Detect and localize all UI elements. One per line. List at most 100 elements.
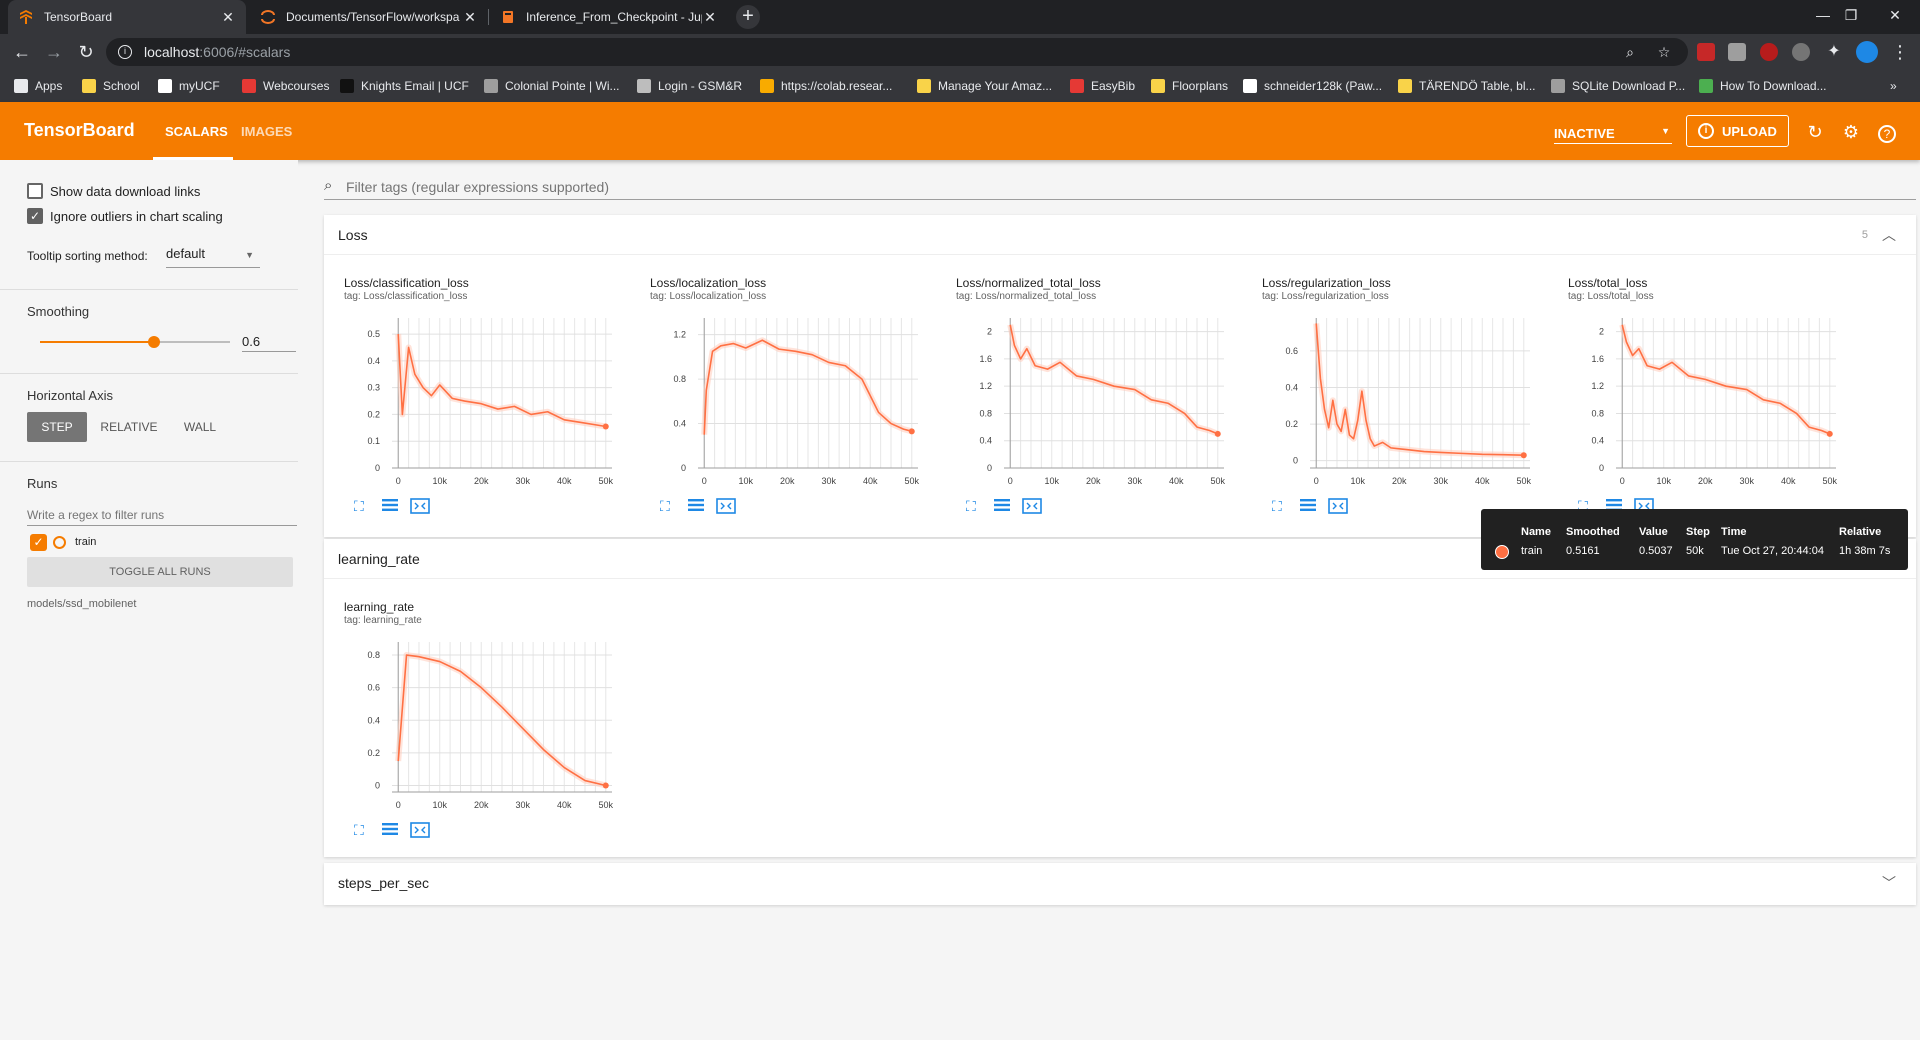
section-loss-header[interactable]: Loss 5 ︿: [324, 215, 1916, 255]
tooltip-run-name: train: [1521, 545, 1543, 557]
ublock-icon[interactable]: [1760, 43, 1778, 61]
puzzle-extensions-icon[interactable]: ✦: [1827, 43, 1841, 60]
bookmark-item[interactable]: myUCF: [158, 70, 220, 102]
help-icon[interactable]: ?: [1877, 122, 1897, 143]
expand-chart-icon[interactable]: ⛶: [1272, 498, 1282, 514]
x-tick-label: 40k: [1475, 476, 1490, 486]
smoothing-value-input[interactable]: 0.6: [242, 330, 296, 352]
axis-step-button[interactable]: STEP: [27, 412, 87, 442]
scalar-chart[interactable]: Loss/localization_loss tag: Loss/localiza…: [632, 276, 932, 536]
browser-tab-jupyter-files[interactable]: Documents/TensorFlow/workspa ✕: [250, 0, 488, 34]
settings-gear-icon[interactable]: ⚙: [1842, 122, 1860, 142]
section-learning-rate-header[interactable]: learning_rate: [324, 539, 1916, 579]
extension-icon[interactable]: [1697, 43, 1715, 61]
tab-scalars[interactable]: SCALARS: [165, 124, 228, 139]
bookmark-star-icon[interactable]: ☆: [1657, 44, 1671, 60]
close-tab-icon[interactable]: ✕: [464, 8, 476, 25]
bookmark-item[interactable]: Apps: [14, 70, 62, 102]
expand-chart-icon[interactable]: ⛶: [1578, 498, 1588, 514]
chart-tag: tag: Loss/total_loss: [1568, 291, 1654, 302]
more-bookmarks-icon[interactable]: »: [1890, 79, 1897, 93]
x-tick-label: 50k: [905, 476, 920, 486]
chevron-down-icon[interactable]: ﹀: [1882, 875, 1896, 891]
ignore-outliers-checkbox[interactable]: ✓: [27, 208, 43, 224]
site-info-icon[interactable]: i: [118, 45, 132, 59]
scalar-chart[interactable]: Loss/total_loss tag: Loss/total_loss 0 0.4 0…: [1550, 276, 1850, 536]
extension-icon[interactable]: [1792, 43, 1810, 61]
bookmark-item[interactable]: Webcourses: [242, 70, 329, 102]
axis-relative-button[interactable]: RELATIVE: [100, 420, 158, 434]
back-arrow-icon[interactable]: ←: [13, 42, 31, 62]
section-steps-per-sec-header[interactable]: steps_per_sec ﹀: [324, 863, 1916, 903]
x-tick-label: 10k: [1656, 476, 1671, 486]
run-color-swatch[interactable]: [53, 536, 66, 549]
bookmark-item[interactable]: Floorplans: [1151, 70, 1228, 102]
bookmark-item[interactable]: How To Download...: [1699, 70, 1827, 102]
bookmark-item[interactable]: Knights Email | UCF: [340, 70, 469, 102]
series-smoothed-line: [397, 334, 606, 428]
browser-tab-tensorboard[interactable]: TensorBoard ✕: [8, 0, 246, 34]
toggle-log-scale-icon[interactable]: [994, 498, 1012, 514]
chrome-menu-icon[interactable]: ⋮: [1891, 42, 1909, 62]
bookmark-item[interactable]: TÄRENDÖ Table, bl...: [1398, 70, 1535, 102]
browser-tab-jupyter-notebook[interactable]: Inference_From_Checkpoint - Jup ✕: [490, 0, 728, 34]
chart-plot: 0 0.2 0.4 0.6 0.8 0 10k 20k 30k 40k 50k: [367, 642, 614, 810]
reload-icon[interactable]: ↻: [78, 42, 94, 62]
show-download-links-checkbox[interactable]: [27, 183, 43, 199]
runs-filter-input[interactable]: Write a regex to filter runs: [27, 504, 297, 526]
close-window-icon[interactable]: ✕: [1889, 7, 1901, 23]
expand-chart-icon[interactable]: ⛶: [354, 822, 364, 838]
close-tab-icon[interactable]: ✕: [704, 8, 716, 25]
scalar-chart[interactable]: Loss/regularization_loss tag: Loss/regula…: [1244, 276, 1544, 536]
chevron-up-icon[interactable]: ︿: [1882, 227, 1896, 243]
zoom-icon[interactable]: ⌕: [1626, 44, 1634, 60]
address-bar[interactable]: i localhost:6006/#scalars ⌕ ☆: [106, 38, 1688, 66]
axis-wall-button[interactable]: WALL: [183, 420, 217, 434]
toggle-all-runs-button[interactable]: TOGGLE ALL RUNS: [27, 557, 293, 587]
refresh-icon[interactable]: ↻: [1807, 122, 1823, 142]
profile-avatar[interactable]: [1856, 41, 1878, 63]
new-tab-button[interactable]: +: [736, 5, 760, 29]
run-train-checkbox[interactable]: ✓: [30, 534, 47, 551]
upload-button-label: UPLOAD: [1722, 123, 1777, 139]
fit-domain-icon[interactable]: [410, 498, 430, 514]
fit-domain-icon[interactable]: [1328, 498, 1348, 514]
expand-chart-icon[interactable]: ⛶: [966, 498, 976, 514]
bookmark-item[interactable]: Login - GSM&R: [637, 70, 742, 102]
bookmark-item[interactable]: schneider128k (Paw...: [1243, 70, 1382, 102]
scalar-chart[interactable]: Loss/normalized_total_loss tag: Loss/norm…: [938, 276, 1238, 536]
close-tab-icon[interactable]: ✕: [222, 8, 234, 25]
fit-domain-icon[interactable]: [410, 822, 430, 838]
tag-filter-input[interactable]: ⌕ Filter tags (regular expressions suppo…: [324, 174, 1916, 200]
tab-images[interactable]: IMAGES: [241, 124, 293, 139]
section-steps-per-sec: steps_per_sec ﹀: [324, 863, 1916, 905]
bookmark-item[interactable]: Manage Your Amaz...: [917, 70, 1052, 102]
extension-icon[interactable]: [1728, 43, 1746, 61]
bookmark-item[interactable]: Colonial Pointe | Wi...: [484, 70, 620, 102]
bookmark-item[interactable]: SQLite Download P...: [1551, 70, 1685, 102]
chart-title: Loss/regularization_loss: [1262, 276, 1391, 290]
smoothing-slider-thumb[interactable]: [148, 336, 160, 348]
toggle-log-scale-icon[interactable]: [382, 822, 400, 838]
restore-icon[interactable]: ❐: [1844, 7, 1858, 23]
y-tick-label: 0.4: [367, 715, 380, 725]
bookmark-item[interactable]: https://colab.resear...: [760, 70, 892, 102]
toggle-log-scale-icon[interactable]: [382, 498, 400, 514]
series-smoothed-line: [397, 654, 606, 787]
fit-domain-icon[interactable]: [716, 498, 736, 514]
expand-chart-icon[interactable]: ⛶: [354, 498, 364, 514]
scalar-chart[interactable]: learning_rate tag: learning_rate 0 0.2 0.4 0.…: [326, 600, 626, 860]
toggle-log-scale-icon[interactable]: [1300, 498, 1318, 514]
forward-arrow-icon[interactable]: →: [45, 42, 63, 62]
upload-button[interactable]: i UPLOAD: [1686, 115, 1789, 147]
toggle-log-scale-icon[interactable]: [688, 498, 706, 514]
fit-domain-icon[interactable]: [1022, 498, 1042, 514]
minimize-icon[interactable]: —: [1816, 7, 1830, 23]
bookmark-item[interactable]: EasyBib: [1070, 70, 1135, 102]
inactive-plugins-dropdown[interactable]: INACTIVE ▼: [1554, 120, 1672, 144]
scalar-chart[interactable]: Loss/classification_loss tag: Loss/classi…: [326, 276, 626, 536]
ucf-icon: [158, 79, 172, 93]
expand-chart-icon[interactable]: ⛶: [660, 498, 670, 514]
bookmark-item[interactable]: School: [82, 70, 140, 102]
tooltip-sorting-select[interactable]: default ▼: [166, 246, 260, 268]
